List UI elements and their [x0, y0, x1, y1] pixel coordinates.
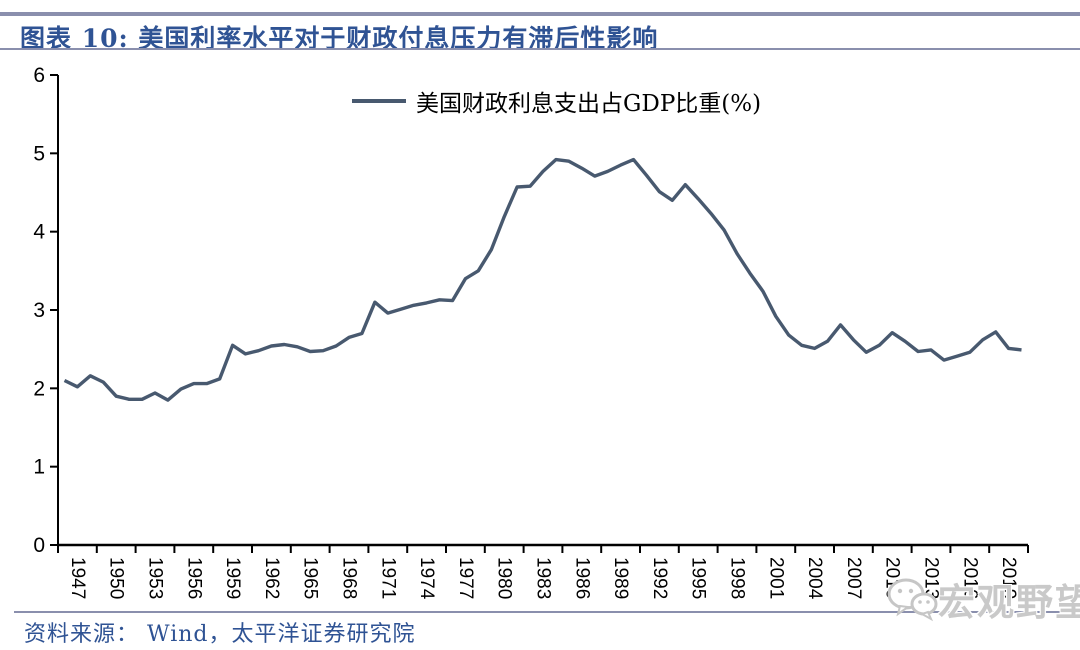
legend-label: 美国财政利息支出占GDP比重(%) [416, 91, 762, 117]
y-axis-tick-label: 2 [33, 377, 45, 400]
source-note: 资料来源： Wind，太平洋证券研究院 [24, 622, 416, 647]
legend-line-marker [352, 99, 406, 103]
x-axis-tick-label: 1971 [377, 557, 398, 599]
x-axis-tick-label: 2019 [998, 557, 1019, 599]
x-axis-tick-label: 2013 [921, 557, 942, 599]
watermark: 宏观野望 [886, 572, 1080, 626]
watermark-label: 宏观野望 [938, 580, 1080, 624]
x-axis-tick-label: 1950 [106, 557, 127, 599]
x-axis-tick-label: 2001 [765, 557, 786, 599]
x-axis-tick-label: 1956 [183, 557, 204, 599]
y-axis-tick-label: 4 [33, 221, 45, 244]
x-axis-tick-label: 1983 [533, 557, 554, 599]
bottom-divider [14, 611, 1062, 613]
x-axis-tick-label: 1962 [261, 557, 282, 599]
y-axis-tick-label: 3 [33, 299, 45, 322]
x-axis-tick-label: 1980 [494, 557, 515, 599]
top-divider [0, 12, 1080, 16]
x-axis-tick-label: 2007 [843, 557, 864, 599]
x-axis-tick-label: 1965 [300, 557, 321, 599]
x-axis-tick-label: 1977 [455, 557, 476, 599]
y-axis-tick-label: 1 [33, 456, 45, 479]
title-divider [0, 48, 1080, 50]
x-axis-tick-label: 1995 [688, 557, 709, 599]
x-axis-tick-label: 1992 [649, 557, 670, 599]
x-axis-tick-label: 1986 [571, 557, 592, 599]
chart-legend: 美国财政利息支出占GDP比重(%) [352, 84, 761, 118]
x-axis-tick-label: 1953 [145, 557, 166, 599]
x-axis-tick-label: 1968 [339, 557, 360, 599]
series-line [63, 157, 1022, 402]
y-axis-tick-label: 5 [33, 142, 45, 165]
x-axis-tick-label: 2016 [959, 557, 980, 599]
x-axis-tick-label: 1998 [727, 557, 748, 599]
x-axis-tick-label: 1974 [416, 557, 437, 600]
y-axis-tick-label: 6 [33, 64, 45, 87]
x-axis-tick-label: 2004 [804, 557, 825, 600]
x-axis-tick-label: 1989 [610, 557, 631, 599]
x-axis-tick-label: 1959 [222, 557, 243, 599]
x-axis-tick-label: 1947 [67, 557, 88, 599]
y-axis-tick-label: 0 [33, 534, 45, 557]
wechat-icon [887, 578, 938, 622]
